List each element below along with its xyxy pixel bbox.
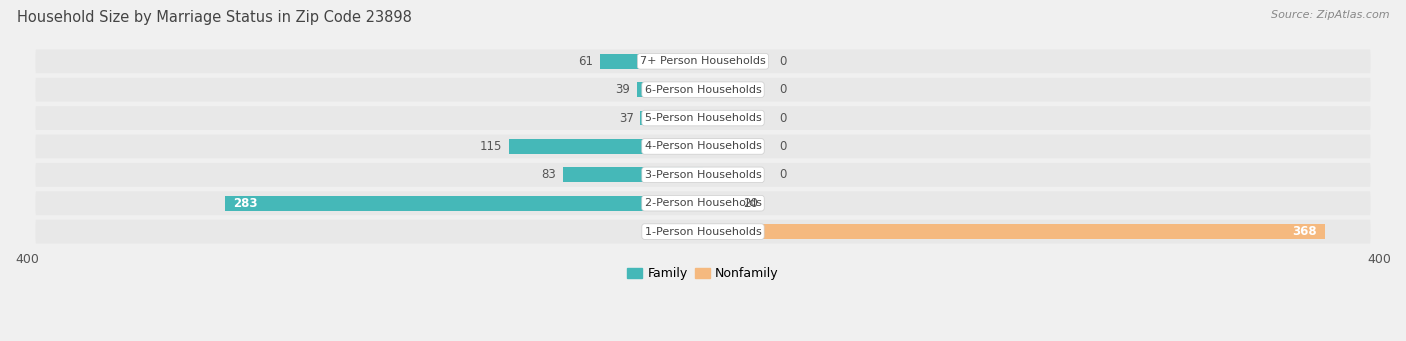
Bar	[703, 224, 1324, 239]
Text: 3-Person Households: 3-Person Households	[644, 170, 762, 180]
Text: 2-Person Households: 2-Person Households	[644, 198, 762, 208]
Bar	[562, 167, 703, 182]
Bar	[600, 54, 703, 69]
Text: 20: 20	[744, 197, 758, 210]
Text: 115: 115	[479, 140, 502, 153]
Text: 6-Person Households: 6-Person Households	[644, 85, 762, 95]
FancyBboxPatch shape	[35, 49, 1371, 73]
Legend: Family, Nonfamily: Family, Nonfamily	[623, 262, 783, 285]
Text: Source: ZipAtlas.com: Source: ZipAtlas.com	[1271, 10, 1389, 20]
Bar	[225, 196, 703, 211]
Bar	[641, 111, 703, 125]
Text: 0: 0	[779, 140, 786, 153]
FancyBboxPatch shape	[35, 220, 1371, 243]
Text: 4-Person Households: 4-Person Households	[644, 142, 762, 151]
FancyBboxPatch shape	[35, 191, 1371, 215]
Text: 368: 368	[1292, 225, 1316, 238]
Text: 0: 0	[779, 55, 786, 68]
FancyBboxPatch shape	[35, 163, 1371, 187]
Text: 7+ Person Households: 7+ Person Households	[640, 56, 766, 66]
Text: 5-Person Households: 5-Person Households	[644, 113, 762, 123]
Text: 283: 283	[233, 197, 257, 210]
Text: 61: 61	[578, 55, 593, 68]
Text: Household Size by Marriage Status in Zip Code 23898: Household Size by Marriage Status in Zip…	[17, 10, 412, 25]
Text: 83: 83	[541, 168, 555, 181]
FancyBboxPatch shape	[35, 135, 1371, 158]
FancyBboxPatch shape	[35, 78, 1371, 102]
Bar	[509, 139, 703, 154]
Text: 0: 0	[779, 168, 786, 181]
Text: 0: 0	[779, 112, 786, 124]
Text: 39: 39	[616, 83, 630, 96]
Bar	[703, 196, 737, 211]
Bar	[637, 82, 703, 97]
Text: 37: 37	[619, 112, 634, 124]
FancyBboxPatch shape	[35, 106, 1371, 130]
Text: 0: 0	[779, 83, 786, 96]
Text: 1-Person Households: 1-Person Households	[644, 226, 762, 237]
